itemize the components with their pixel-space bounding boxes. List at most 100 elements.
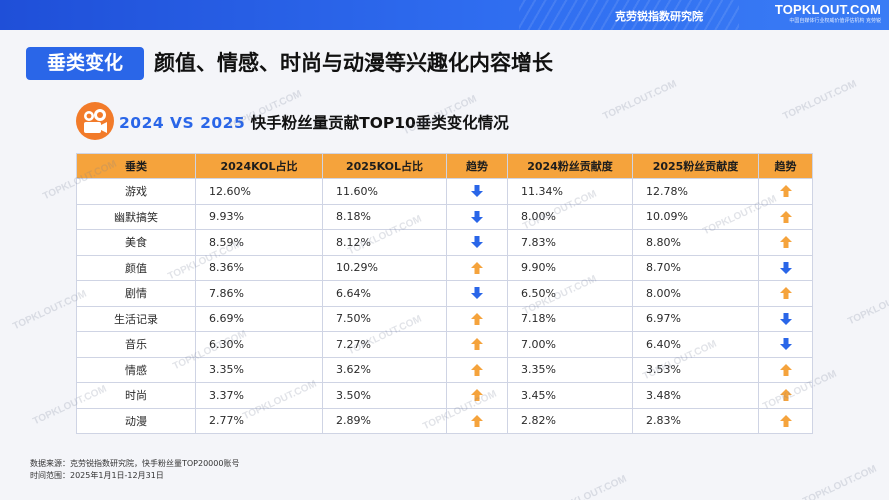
- cell-fans-trend: [758, 254, 813, 281]
- table-row: 音乐 6.30% 7.27% 7.00% 6.40%: [76, 331, 813, 358]
- cell-kol-2025: 2.89%: [322, 407, 447, 434]
- table-row: 情感 3.35% 3.62% 3.35% 3.53%: [76, 356, 813, 383]
- cell-kol-2024: 6.30%: [195, 331, 323, 358]
- cell-kol-2025: 3.50%: [322, 382, 447, 409]
- cell-kol-trend: [446, 178, 508, 205]
- cell-fans-2024: 7.00%: [507, 331, 633, 358]
- cell-category: 动漫: [76, 407, 196, 434]
- cell-fans-2025: 12.78%: [632, 178, 759, 205]
- time-range-line: 时间范围：2025年1月1日-12月31日: [30, 471, 164, 480]
- org-name: 克劳锐指数研究院: [615, 10, 703, 23]
- cell-fans-2024: 6.50%: [507, 280, 633, 307]
- cell-kol-2025: 8.12%: [322, 229, 447, 256]
- cell-kol-2025: 3.62%: [322, 356, 447, 383]
- cell-fans-2025: 6.97%: [632, 305, 759, 332]
- watermark: TOPKLOUT.COM: [551, 473, 629, 500]
- table-row: 颜值 8.36% 10.29% 9.90% 8.70%: [76, 254, 813, 281]
- cell-fans-trend: [758, 178, 813, 205]
- cell-kol-2024: 6.69%: [195, 305, 323, 332]
- table-title: 2024 VS 2025 快手粉丝量贡献TOP10垂类变化情况: [119, 112, 509, 134]
- arrow-up-icon: [471, 261, 483, 274]
- cell-fans-2024: 7.83%: [507, 229, 633, 256]
- cell-kol-2025: 11.60%: [322, 178, 447, 205]
- cell-kol-2025: 7.50%: [322, 305, 447, 332]
- cell-kol-trend: [446, 407, 508, 434]
- cell-fans-trend: [758, 203, 813, 230]
- video-camera-icon: [76, 102, 114, 140]
- watermark: TOPKLOUT.COM: [846, 283, 889, 328]
- cell-fans-trend: [758, 305, 813, 332]
- cell-fans-2024: 8.00%: [507, 203, 633, 230]
- cell-kol-trend: [446, 229, 508, 256]
- arrow-up-icon: [779, 363, 792, 376]
- category-change-table: 垂类 2024KOL占比 2025KOL占比 趋势 2024粉丝贡献度 2025…: [76, 153, 813, 434]
- cell-kol-trend: [446, 356, 508, 383]
- cell-kol-2025: 6.64%: [322, 280, 447, 307]
- cell-kol-trend: [446, 331, 508, 358]
- cell-kol-2024: 3.37%: [195, 382, 323, 409]
- table-row: 动漫 2.77% 2.89% 2.82% 2.83%: [76, 407, 813, 434]
- arrow-down-icon: [779, 312, 792, 325]
- cell-category: 情感: [76, 356, 196, 383]
- table-header-row: 垂类 2024KOL占比 2025KOL占比 趋势 2024粉丝贡献度 2025…: [76, 153, 813, 179]
- arrow-down-icon: [471, 236, 483, 249]
- topklout-logo: TOPKLOUT.COM 中国自媒体行业权威价值评估机构 克劳锐: [771, 2, 881, 28]
- cell-kol-trend: [446, 382, 508, 409]
- cell-fans-2024: 2.82%: [507, 407, 633, 434]
- arrow-up-icon: [471, 338, 483, 351]
- cell-fans-2025: 8.80%: [632, 229, 759, 256]
- cell-kol-2024: 3.35%: [195, 356, 323, 383]
- cell-category: 时尚: [76, 382, 196, 409]
- arrow-up-icon: [779, 236, 792, 249]
- arrow-down-icon: [471, 287, 483, 300]
- cell-kol-2025: 8.18%: [322, 203, 447, 230]
- cell-fans-2024: 7.18%: [507, 305, 633, 332]
- table-row: 生活记录 6.69% 7.50% 7.18% 6.97%: [76, 305, 813, 332]
- col-header-fans-2024: 2024粉丝贡献度: [507, 153, 633, 179]
- arrow-down-icon: [471, 210, 483, 223]
- arrow-down-icon: [779, 338, 792, 351]
- cell-fans-2024: 9.90%: [507, 254, 633, 281]
- cell-kol-trend: [446, 280, 508, 307]
- data-source-line: 数据来源：克劳锐指数研究院，快手粉丝量TOP20000账号: [30, 459, 240, 468]
- top-banner: 克劳锐指数研究院 TOPKLOUT.COM 中国自媒体行业权威价值评估机构 克劳…: [0, 0, 889, 30]
- arrow-up-icon: [779, 287, 792, 300]
- cell-fans-trend: [758, 229, 813, 256]
- col-header-category: 垂类: [76, 153, 196, 179]
- cell-fans-2024: 3.35%: [507, 356, 633, 383]
- cell-kol-2024: 2.77%: [195, 407, 323, 434]
- banner-decoration: [519, 0, 739, 30]
- table-row: 时尚 3.37% 3.50% 3.45% 3.48%: [76, 382, 813, 409]
- cell-fans-trend: [758, 331, 813, 358]
- cell-kol-2025: 10.29%: [322, 254, 447, 281]
- watermark: TOPKLOUT.COM: [601, 78, 679, 123]
- cell-kol-trend: [446, 254, 508, 281]
- cell-category: 美食: [76, 229, 196, 256]
- cell-kol-trend: [446, 305, 508, 332]
- cell-kol-2024: 7.86%: [195, 280, 323, 307]
- cell-category: 生活记录: [76, 305, 196, 332]
- cell-fans-trend: [758, 280, 813, 307]
- arrow-down-icon: [779, 261, 792, 274]
- arrow-up-icon: [779, 185, 792, 198]
- table-row: 剧情 7.86% 6.64% 6.50% 8.00%: [76, 280, 813, 307]
- col-header-kol-2025: 2025KOL占比: [322, 153, 447, 179]
- cell-fans-2025: 2.83%: [632, 407, 759, 434]
- cell-fans-2025: 8.00%: [632, 280, 759, 307]
- watermark: TOPKLOUT.COM: [801, 463, 879, 500]
- cell-category: 幽默搞笑: [76, 203, 196, 230]
- arrow-up-icon: [471, 363, 483, 376]
- arrow-up-icon: [471, 414, 483, 427]
- cell-fans-trend: [758, 407, 813, 434]
- cell-category: 游戏: [76, 178, 196, 205]
- cell-kol-2025: 7.27%: [322, 331, 447, 358]
- cell-kol-2024: 8.59%: [195, 229, 323, 256]
- cell-fans-2025: 3.48%: [632, 382, 759, 409]
- cell-kol-trend: [446, 203, 508, 230]
- headline-tag: 垂类变化: [26, 47, 144, 80]
- cell-fans-2025: 6.40%: [632, 331, 759, 358]
- cell-kol-2024: 9.93%: [195, 203, 323, 230]
- cell-category: 音乐: [76, 331, 196, 358]
- cell-kol-2024: 12.60%: [195, 178, 323, 205]
- cell-category: 剧情: [76, 280, 196, 307]
